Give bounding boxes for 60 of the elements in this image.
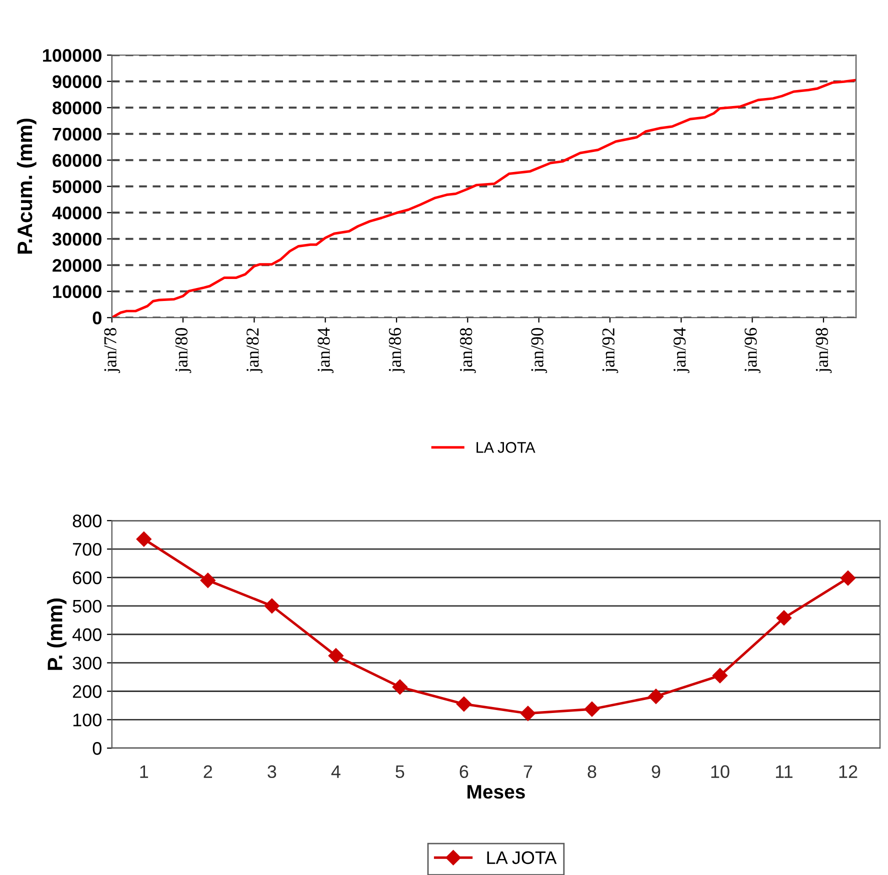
point xyxy=(392,679,408,695)
x-tick-label: 2 xyxy=(204,765,212,778)
y-tick-label: 60000 xyxy=(52,154,102,167)
y-axis-title: P.Acum. (mm) xyxy=(16,118,36,254)
x-tick-label: 7 xyxy=(524,765,532,778)
x-tick-label: 3 xyxy=(268,765,276,778)
x-tick-label: jan/98 xyxy=(816,328,832,373)
point xyxy=(328,648,344,664)
point xyxy=(648,688,664,704)
x-tick-label: jan/92 xyxy=(602,328,618,373)
x-tick-label: jan/94 xyxy=(674,328,690,373)
point xyxy=(776,610,792,626)
point xyxy=(840,570,856,586)
legend-label: LA JOTA xyxy=(476,442,536,453)
x-tick-label: jan/96 xyxy=(744,328,760,373)
y-tick-label: 80000 xyxy=(52,102,102,114)
y-tick-label: 100000 xyxy=(43,49,102,62)
x-tick-label: 1 xyxy=(140,765,148,778)
y-tick-label: 0 xyxy=(92,742,102,755)
y-tick-label: 700 xyxy=(72,542,102,556)
point xyxy=(200,572,216,588)
x-tick-label: 10 xyxy=(711,765,730,778)
x-tick-label: 6 xyxy=(460,765,468,778)
x-tick-label: jan/82 xyxy=(246,328,262,373)
point xyxy=(584,702,600,717)
y-tick-label: 70000 xyxy=(52,128,102,141)
x-tick-label: jan/84 xyxy=(318,328,334,373)
point xyxy=(712,668,728,684)
y-tick-label: 50000 xyxy=(52,180,102,194)
x-tick-label: jan/80 xyxy=(175,328,192,373)
x-tick-label: jan/86 xyxy=(388,328,405,373)
x-tick-label: 9 xyxy=(652,765,660,778)
x-tick-label: jan/88 xyxy=(460,328,476,373)
point xyxy=(264,598,280,614)
y-tick-label: 20000 xyxy=(52,259,102,272)
x-tick-label: 11 xyxy=(776,765,792,778)
y-tick-label: 0 xyxy=(92,312,102,324)
x-tick-label: 8 xyxy=(588,765,596,778)
x-tick-label: jan/90 xyxy=(531,328,548,373)
point xyxy=(136,532,152,547)
y-tick-label: 30000 xyxy=(52,232,102,246)
y-tick-label: 200 xyxy=(72,685,102,698)
x-tick-label: 5 xyxy=(396,765,404,778)
y-tick-label: 40000 xyxy=(52,206,102,220)
y-tick-label: 100 xyxy=(73,714,102,726)
y-tick-label: 500 xyxy=(72,600,102,613)
x-tick-label: 4 xyxy=(331,765,340,778)
y-tick-label: 300 xyxy=(72,656,102,670)
y-tick-label: 800 xyxy=(72,514,102,528)
y-tick-label: 10000 xyxy=(53,285,102,298)
x-tick-label: jan/78 xyxy=(104,328,120,373)
y-tick-label: 400 xyxy=(72,628,102,642)
point xyxy=(520,706,536,721)
x-axis-title: Meses xyxy=(468,785,525,799)
x-tick-label: 12 xyxy=(839,765,858,778)
y-tick-label: 600 xyxy=(72,571,102,584)
legend-label: LA JOTA xyxy=(487,851,557,864)
y-tick-label: 90000 xyxy=(52,75,102,88)
point xyxy=(456,696,472,712)
y-axis-title: P. (mm) xyxy=(47,598,66,670)
